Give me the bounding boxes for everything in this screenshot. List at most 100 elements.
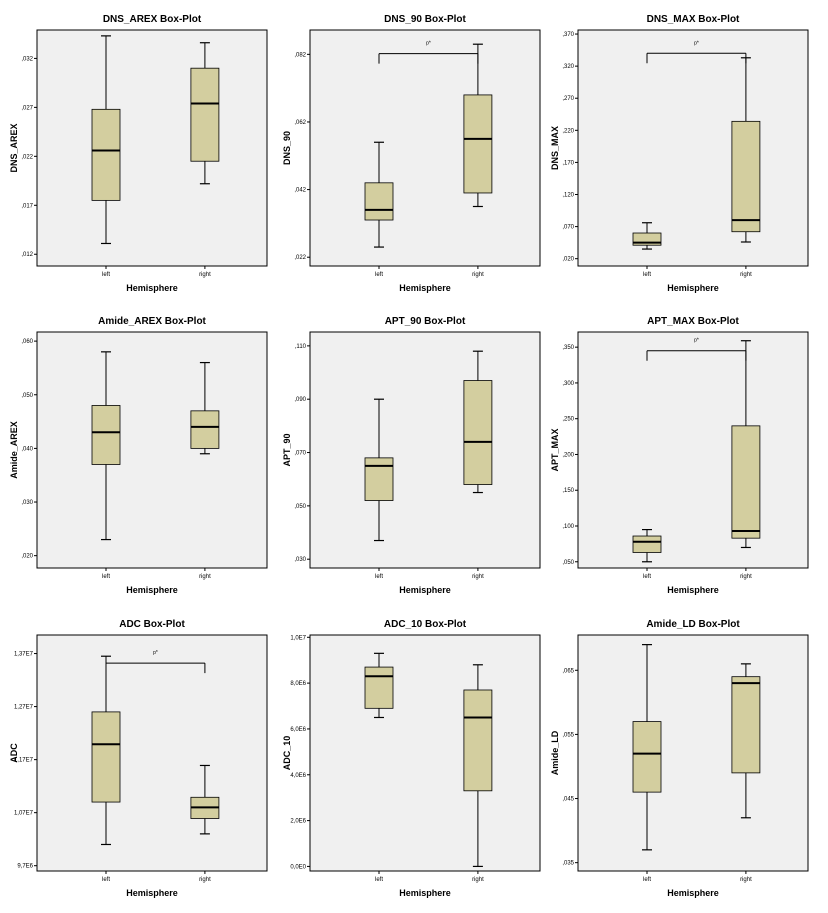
y-tick-label: ,070 bbox=[294, 451, 306, 457]
iqr-box bbox=[463, 689, 493, 792]
iqr-box bbox=[632, 535, 662, 553]
chart-title: APT_MAX Box-Plot bbox=[647, 316, 739, 327]
y-tick-label: ,090 bbox=[294, 397, 306, 403]
y-tick-label: ,350 bbox=[562, 345, 574, 351]
y-tick-label: 1,37E7 bbox=[14, 652, 34, 658]
x-tick-label: right bbox=[472, 877, 484, 883]
box-left bbox=[364, 398, 394, 542]
iqr-box bbox=[632, 721, 662, 793]
box-right bbox=[190, 361, 220, 455]
y-tick-label: 6,0E6 bbox=[290, 727, 306, 733]
y-axis-label: DNS_AREX bbox=[9, 123, 19, 172]
y-tick-label: ,270 bbox=[562, 96, 574, 102]
y-tick-label: ,060 bbox=[21, 339, 33, 345]
x-tick-label: right bbox=[740, 574, 752, 580]
x-tick-label: right bbox=[472, 574, 484, 580]
y-axis-label: ADC bbox=[9, 743, 19, 763]
x-tick-label: left bbox=[102, 272, 110, 278]
x-tick-label: left bbox=[643, 272, 651, 278]
y-tick-label: ,022 bbox=[21, 154, 33, 160]
y-tick-label: 9,7E6 bbox=[17, 864, 33, 870]
box-right bbox=[463, 43, 493, 208]
box-right bbox=[190, 42, 220, 185]
iqr-box bbox=[364, 457, 394, 501]
y-tick-label: ,027 bbox=[21, 105, 33, 111]
y-axis-label: Amide_AREX bbox=[9, 421, 19, 479]
x-tick-label: right bbox=[472, 272, 484, 278]
chart-title: APT_90 Box-Plot bbox=[385, 316, 466, 327]
significance-bracket: p* bbox=[105, 650, 206, 674]
y-axis-label: DNS_MAX bbox=[550, 126, 560, 170]
chart-title: DNS_90 Box-Plot bbox=[384, 14, 466, 25]
x-axis-label: Hemisphere bbox=[126, 283, 178, 293]
x-tick-label: left bbox=[102, 574, 110, 580]
box-right bbox=[463, 664, 493, 868]
y-axis-label: DNS_90 bbox=[282, 131, 292, 165]
y-tick-label: ,050 bbox=[21, 393, 33, 399]
significance-bracket: p* bbox=[646, 338, 747, 361]
x-tick-label: right bbox=[199, 877, 211, 883]
y-tick-label: ,030 bbox=[21, 500, 33, 506]
x-axis-label: Hemisphere bbox=[126, 585, 178, 595]
y-tick-label: 1,07E7 bbox=[14, 811, 34, 817]
y-tick-label: ,035 bbox=[562, 861, 574, 867]
box-left bbox=[632, 644, 662, 851]
significance-label: p* bbox=[694, 40, 699, 46]
x-axis-label: Hemisphere bbox=[126, 888, 178, 898]
box-left bbox=[91, 35, 121, 245]
plot-area bbox=[36, 331, 268, 569]
y-tick-label: ,045 bbox=[562, 797, 574, 803]
plot-area bbox=[309, 29, 541, 267]
box-right bbox=[190, 764, 220, 835]
chart-title: DNS_MAX Box-Plot bbox=[647, 14, 740, 25]
x-axis-label: Hemisphere bbox=[399, 283, 451, 293]
y-tick-label: ,250 bbox=[562, 417, 574, 423]
y-tick-label: ,170 bbox=[562, 160, 574, 166]
y-tick-label: ,110 bbox=[295, 344, 307, 350]
y-tick-label: ,012 bbox=[21, 252, 33, 258]
x-tick-label: right bbox=[740, 272, 752, 278]
significance-bracket: p* bbox=[378, 41, 479, 64]
y-tick-label: 8,0E6 bbox=[290, 681, 306, 687]
box-left bbox=[91, 655, 121, 846]
y-tick-label: ,120 bbox=[562, 193, 574, 199]
significance-label: p* bbox=[694, 338, 699, 344]
plot-area bbox=[309, 331, 541, 569]
iqr-box bbox=[731, 120, 761, 233]
x-axis-label: Hemisphere bbox=[667, 888, 719, 898]
x-tick-label: left bbox=[102, 877, 110, 883]
x-tick-label: right bbox=[740, 877, 752, 883]
plot-area bbox=[36, 29, 268, 267]
chart-panel-8: ADC_10 Box-Plot 0,0E0 2,0E6 4,0E6 6,0E6 8,0E6… bbox=[282, 619, 541, 898]
chart-title: ADC Box-Plot bbox=[119, 619, 185, 630]
y-tick-label: ,065 bbox=[562, 668, 574, 674]
box-right bbox=[731, 663, 761, 819]
iqr-box bbox=[463, 94, 493, 194]
y-tick-label: 1,0E7 bbox=[290, 635, 306, 641]
plot-area bbox=[577, 634, 809, 872]
y-tick-label: ,020 bbox=[21, 554, 33, 560]
significance-label: p* bbox=[153, 650, 158, 656]
x-tick-label: left bbox=[375, 574, 383, 580]
y-tick-label: ,055 bbox=[562, 732, 574, 738]
y-tick-label: 2,0E6 bbox=[290, 819, 306, 825]
iqr-box bbox=[731, 676, 761, 774]
y-tick-label: ,150 bbox=[562, 488, 574, 494]
x-axis-label: Hemisphere bbox=[399, 585, 451, 595]
y-tick-label: 0,0E0 bbox=[290, 864, 306, 870]
y-tick-label: ,050 bbox=[294, 504, 306, 510]
y-axis-label: Amide_LD bbox=[550, 730, 560, 775]
iqr-box bbox=[364, 182, 394, 221]
plot-area bbox=[309, 634, 541, 872]
significance-bracket: p* bbox=[646, 40, 747, 64]
chart-title: Amide_LD Box-Plot bbox=[646, 619, 740, 630]
x-axis-label: Hemisphere bbox=[399, 888, 451, 898]
y-axis-label: APT_MAX bbox=[550, 428, 560, 471]
iqr-box bbox=[91, 405, 121, 465]
y-tick-label: 1,17E7 bbox=[14, 758, 34, 764]
box-left bbox=[632, 222, 662, 250]
box-left bbox=[632, 528, 662, 563]
chart-title: Amide_AREX Box-Plot bbox=[98, 316, 206, 327]
box-left bbox=[364, 652, 394, 719]
y-tick-label: ,100 bbox=[562, 524, 574, 530]
